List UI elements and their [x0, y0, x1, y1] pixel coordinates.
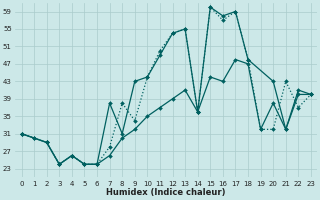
X-axis label: Humidex (Indice chaleur): Humidex (Indice chaleur) [107, 188, 226, 197]
